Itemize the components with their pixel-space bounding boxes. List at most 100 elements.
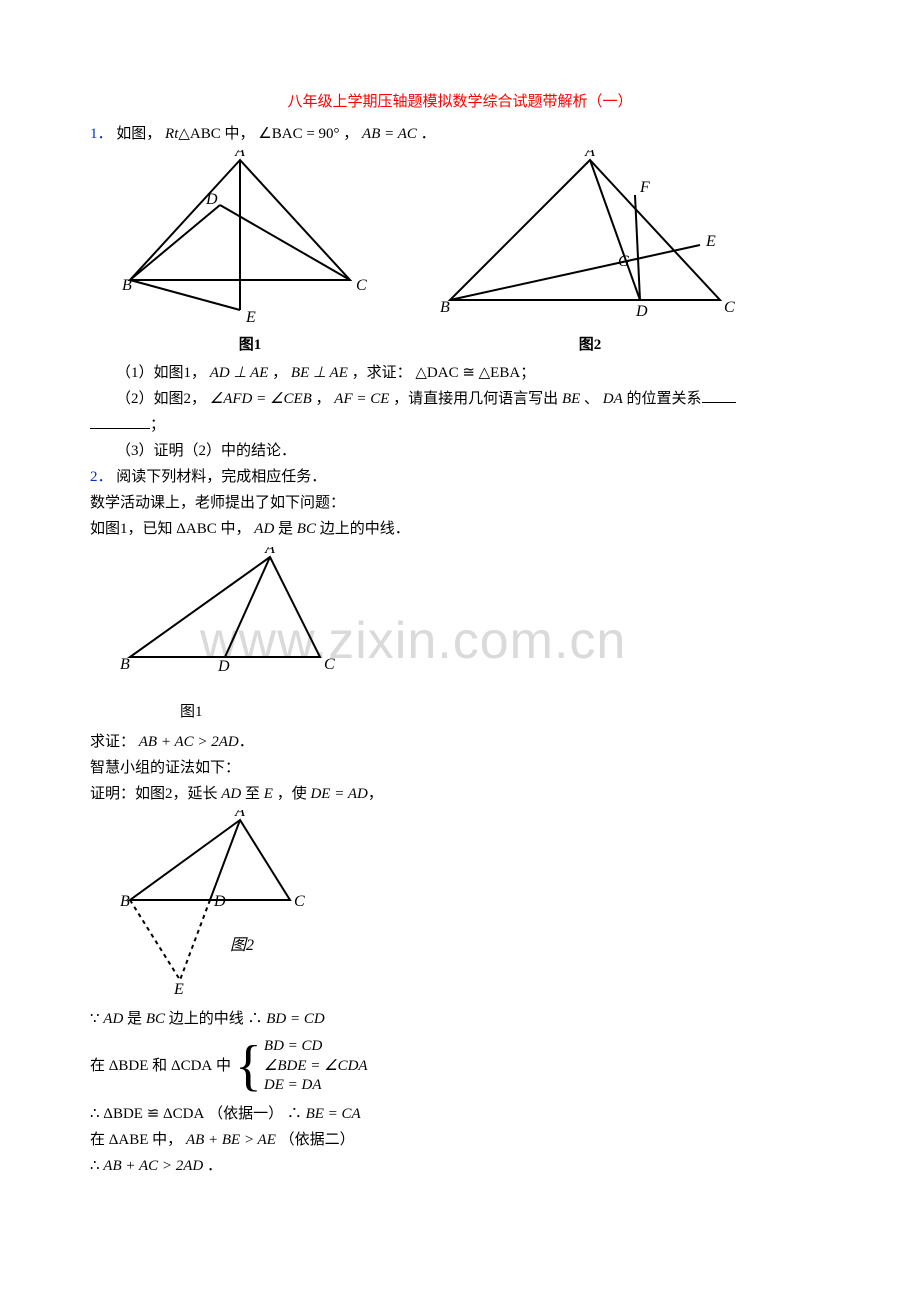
q1-fig2-B: B <box>440 299 450 316</box>
q1-fig2-D: D <box>635 303 648 320</box>
q2-fig1-caption: 图1 <box>120 700 830 724</box>
q2-pf2: 在 ΔBDE 和 ΔCDA 中 { BD = CD ∠BDE = ∠CDA DE… <box>90 1037 830 1096</box>
q1-number: 1． <box>90 126 113 142</box>
q1-fig1-svg: A B C D E <box>120 150 380 325</box>
q2-pf4: 在 ΔABE 中， AB + BE > AE （依据二） <box>90 1128 830 1152</box>
q1p1-c1: AD ⊥ AE <box>210 365 269 381</box>
q1-fig2-block: A B C D E F G 图2 <box>440 150 740 357</box>
q1p2-blank1[interactable] <box>702 388 736 403</box>
content: 八年级上学期压轴题模拟数学综合试题带解析（一） 1． 如图， Rt△ABC 中，… <box>90 90 830 1178</box>
q1p3: （3）证明（2）中的结论． <box>116 443 296 459</box>
q1-fig1-E: E <box>245 309 256 325</box>
q1-fig1-block: A B C D E 图1 <box>120 150 380 357</box>
q1-cond2: AB = AC <box>362 126 417 142</box>
pf2-t1: ΔBDE <box>109 1058 149 1074</box>
q2f1-A: A <box>264 547 275 557</box>
pf5-end: ． <box>207 1158 222 1174</box>
q2-stem-text: 阅读下列材料，完成相应任务． <box>116 469 326 485</box>
q2-pf5: ∴ AB + AC > 2AD ． <box>90 1154 830 1178</box>
brace-l1: BD = CD <box>264 1037 368 1057</box>
pf1-mid: 边上的中线 ∴ <box>169 1011 267 1027</box>
q2-fig1-svg: A B C D <box>120 547 340 672</box>
page: www.zixin.com.cn 八年级上学期压轴题模拟数学综合试题带解析（一）… <box>0 0 920 1302</box>
q1-part2: （2）如图2， ∠AFD = ∠CEB ， AF = CE ，请直接用几何语言写… <box>90 387 830 411</box>
q2-l2-pre: 如图1，已知 <box>90 521 176 537</box>
q1-fig2-C: C <box>724 299 735 316</box>
q2-pf3: ∴ ΔBDE ≌ ΔCDA （依据一） ∴ BE = CA <box>90 1102 830 1126</box>
q1-fig2-A: A <box>584 150 595 160</box>
q2-l4-to: 至 <box>245 786 264 802</box>
q1-fig1-D: D <box>205 191 218 208</box>
q1-part1: （1）如图1， AD ⊥ AE ， BE ⊥ AE ，求证： △DAC ≅ △E… <box>90 361 830 385</box>
q2f2-D: D <box>213 893 226 910</box>
q1p2-c1: ∠AFD = ∠CEB <box>210 391 312 407</box>
q2-l4-pre: 证明：如图2，延长 <box>90 786 221 802</box>
q1-sep1: ， <box>343 126 358 142</box>
pf4-mid: 中， <box>152 1132 182 1148</box>
pf1-is: 是 <box>127 1011 146 1027</box>
pf1-pre: ∵ <box>90 1011 103 1027</box>
pf1-ad: AD <box>103 1011 123 1027</box>
pf5-eq: AB + AC > 2AD <box>103 1158 203 1174</box>
q2-l2-ad: AD <box>254 521 274 537</box>
page-title: 八年级上学期压轴题模拟数学综合试题带解析（一） <box>90 90 830 114</box>
q1-stem: 1． 如图， Rt△ABC 中， ∠BAC = 90° ， AB = AC ． <box>90 122 830 146</box>
q2-l2-mid: 中， <box>221 521 251 537</box>
pf3-dep1: （依据一） <box>208 1106 283 1122</box>
left-brace-icon: { <box>235 1038 262 1094</box>
q2f2-E: E <box>173 981 184 995</box>
q2f1-B: B <box>120 656 130 672</box>
pf4-dep2: （依据二） <box>280 1132 355 1148</box>
q1p2-sep: ， <box>316 391 331 407</box>
q1-fig2-G: G <box>618 253 630 270</box>
q1p2-pre: （2）如图2， <box>116 391 206 407</box>
q1-fig1-C: C <box>356 277 367 294</box>
q2f1-C: C <box>324 656 335 672</box>
q1-figures: A B C D E 图1 A B <box>120 150 830 357</box>
q1-end: ． <box>421 126 436 142</box>
q1p2-da: DA <box>603 391 623 407</box>
q1p1-goal: △DAC ≅ △EBA <box>415 365 520 381</box>
q2-l4-eq: DE = AD <box>310 786 367 802</box>
q1-fig2-svg: A B C D E F G <box>440 150 740 325</box>
q2-l1: 数学活动课上，老师提出了如下问题： <box>90 491 830 515</box>
q1-cond1: ∠BAC = 90° <box>258 126 339 142</box>
q1-fig2-E: E <box>705 233 716 250</box>
q2-stem: 2． 阅读下列材料，完成相应任务． <box>90 465 830 489</box>
pf1-eq: BD = CD <box>266 1011 324 1027</box>
q2-fig2-svg: A B C D E 图2 <box>120 810 310 995</box>
q2-fig2-caption: 图2 <box>230 937 254 954</box>
q1p2-be: BE <box>562 391 580 407</box>
q2-pf1: ∵ AD 是 BC 边上的中线 ∴ BD = CD <box>90 1007 830 1031</box>
q1-part2-blankline: ； <box>90 413 830 437</box>
brace-l3: DE = DA <box>264 1076 368 1096</box>
q1p1-pre: （1）如图1， <box>116 365 206 381</box>
q2-l4-e: E <box>264 786 273 802</box>
pf2-t2: ΔCDA <box>171 1058 212 1074</box>
q1p1-c2: BE ⊥ AE <box>291 365 348 381</box>
q1p1-ask: ，求证： <box>352 365 412 381</box>
q2-l2-tri: ΔABC <box>176 521 217 537</box>
q2-l2-is: 是 <box>278 521 297 537</box>
q2-l2-tail: 边上的中线． <box>320 521 410 537</box>
q2-ask-pre: 求证： <box>90 734 135 750</box>
pf2-and: 和 <box>152 1058 171 1074</box>
q1-fig2-F: F <box>639 179 650 196</box>
q1-fig1-caption: 图1 <box>120 333 380 357</box>
q1-rt: Rt <box>165 126 178 142</box>
pf1-bc: BC <box>146 1011 165 1027</box>
q1p2-blank2[interactable] <box>90 414 150 429</box>
q1-fig2-caption: 图2 <box>440 333 740 357</box>
q2-l4-make: ，使 <box>277 786 311 802</box>
q1p2-c2: AF = CE <box>334 391 389 407</box>
pf5-pre: ∴ <box>90 1158 103 1174</box>
q1-triangle-abc: △ABC <box>178 126 220 142</box>
pf4-ineq: AB + BE > AE <box>186 1132 276 1148</box>
q2-l2-bc: BC <box>297 521 316 537</box>
brace-block: { BD = CD ∠BDE = ∠CDA DE = DA <box>235 1037 368 1096</box>
pf2-pre: 在 <box>90 1058 109 1074</box>
q1-part3: （3）证明（2）中的结论． <box>90 439 830 463</box>
q2-number: 2． <box>90 469 113 485</box>
q2-ask: 求证： AB + AC > 2AD． <box>90 730 830 754</box>
q1-fig1-A: A <box>234 150 245 160</box>
